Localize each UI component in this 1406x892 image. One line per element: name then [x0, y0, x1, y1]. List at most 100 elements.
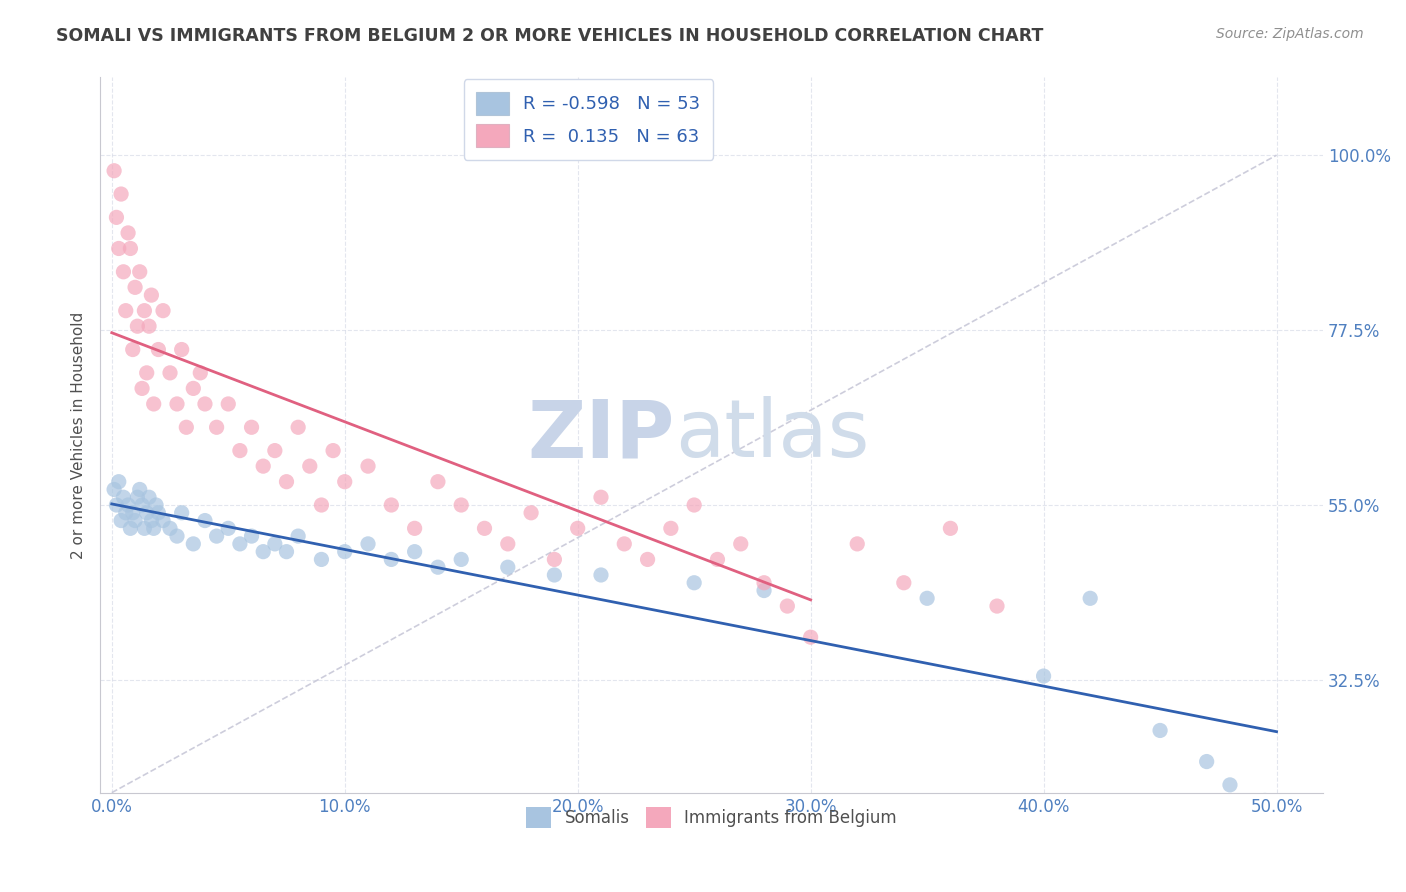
- Text: atlas: atlas: [675, 396, 869, 474]
- Point: [128, 483, 150, 497]
- Point: [107, 475, 129, 489]
- Point: [730, 537, 752, 551]
- Point: [127, 490, 149, 504]
- Point: [357, 537, 380, 551]
- Point: [148, 343, 170, 357]
- Point: [110, 187, 132, 202]
- Point: [683, 498, 706, 512]
- Text: Source: ZipAtlas.com: Source: ZipAtlas.com: [1216, 27, 1364, 41]
- Point: [333, 475, 356, 489]
- Point: [120, 521, 142, 535]
- Point: [450, 498, 472, 512]
- Point: [380, 498, 402, 512]
- Point: [450, 552, 472, 566]
- Point: [105, 211, 128, 225]
- Point: [152, 514, 174, 528]
- Y-axis label: 2 or more Vehicles in Household: 2 or more Vehicles in Household: [72, 311, 86, 558]
- Point: [311, 498, 333, 512]
- Point: [298, 459, 321, 474]
- Point: [426, 560, 449, 574]
- Point: [752, 583, 775, 598]
- Point: [205, 420, 228, 434]
- Point: [112, 490, 135, 504]
- Point: [181, 537, 204, 551]
- Point: [589, 490, 612, 504]
- Point: [404, 521, 426, 535]
- Point: [134, 303, 156, 318]
- Point: [1219, 778, 1241, 792]
- Point: [135, 366, 157, 380]
- Point: [1254, 793, 1277, 807]
- Point: [474, 521, 496, 535]
- Point: [103, 483, 125, 497]
- Point: [252, 459, 274, 474]
- Point: [543, 568, 565, 582]
- Point: [114, 506, 136, 520]
- Point: [131, 498, 153, 512]
- Point: [131, 381, 153, 395]
- Point: [176, 420, 198, 434]
- Point: [776, 599, 799, 613]
- Point: [110, 514, 132, 528]
- Point: [152, 303, 174, 318]
- Point: [287, 529, 309, 543]
- Point: [659, 521, 682, 535]
- Point: [148, 506, 170, 520]
- Point: [426, 475, 449, 489]
- Point: [229, 537, 252, 551]
- Point: [252, 544, 274, 558]
- Point: [128, 265, 150, 279]
- Point: [496, 560, 519, 574]
- Point: [159, 366, 181, 380]
- Point: [170, 506, 193, 520]
- Point: [240, 420, 263, 434]
- Point: [229, 443, 252, 458]
- Point: [1195, 755, 1218, 769]
- Point: [322, 443, 344, 458]
- Point: [276, 544, 298, 558]
- Point: [141, 288, 163, 302]
- Point: [846, 537, 869, 551]
- Point: [567, 521, 589, 535]
- Point: [706, 552, 728, 566]
- Point: [127, 319, 149, 334]
- Point: [240, 529, 263, 543]
- Point: [263, 443, 285, 458]
- Point: [117, 498, 139, 512]
- Point: [194, 397, 217, 411]
- Point: [613, 537, 636, 551]
- Point: [170, 343, 193, 357]
- Point: [181, 381, 204, 395]
- Point: [217, 397, 239, 411]
- Point: [637, 552, 659, 566]
- Point: [205, 529, 228, 543]
- Point: [939, 521, 962, 535]
- Point: [520, 506, 543, 520]
- Point: [138, 319, 160, 334]
- Point: [404, 544, 426, 558]
- Point: [105, 498, 128, 512]
- Point: [1032, 669, 1054, 683]
- Point: [114, 303, 136, 318]
- Point: [496, 537, 519, 551]
- Point: [276, 475, 298, 489]
- Point: [683, 575, 706, 590]
- Point: [121, 343, 143, 357]
- Point: [188, 366, 211, 380]
- Point: [141, 514, 163, 528]
- Point: [752, 575, 775, 590]
- Point: [142, 397, 165, 411]
- Text: SOMALI VS IMMIGRANTS FROM BELGIUM 2 OR MORE VEHICLES IN HOUSEHOLD CORRELATION CH: SOMALI VS IMMIGRANTS FROM BELGIUM 2 OR M…: [56, 27, 1043, 45]
- Point: [380, 552, 402, 566]
- Point: [121, 506, 143, 520]
- Point: [194, 514, 217, 528]
- Point: [263, 537, 285, 551]
- Point: [159, 521, 181, 535]
- Point: [1149, 723, 1171, 738]
- Point: [311, 552, 333, 566]
- Point: [915, 591, 938, 606]
- Point: [166, 397, 188, 411]
- Point: [333, 544, 356, 558]
- Text: ZIP: ZIP: [527, 396, 675, 474]
- Point: [217, 521, 239, 535]
